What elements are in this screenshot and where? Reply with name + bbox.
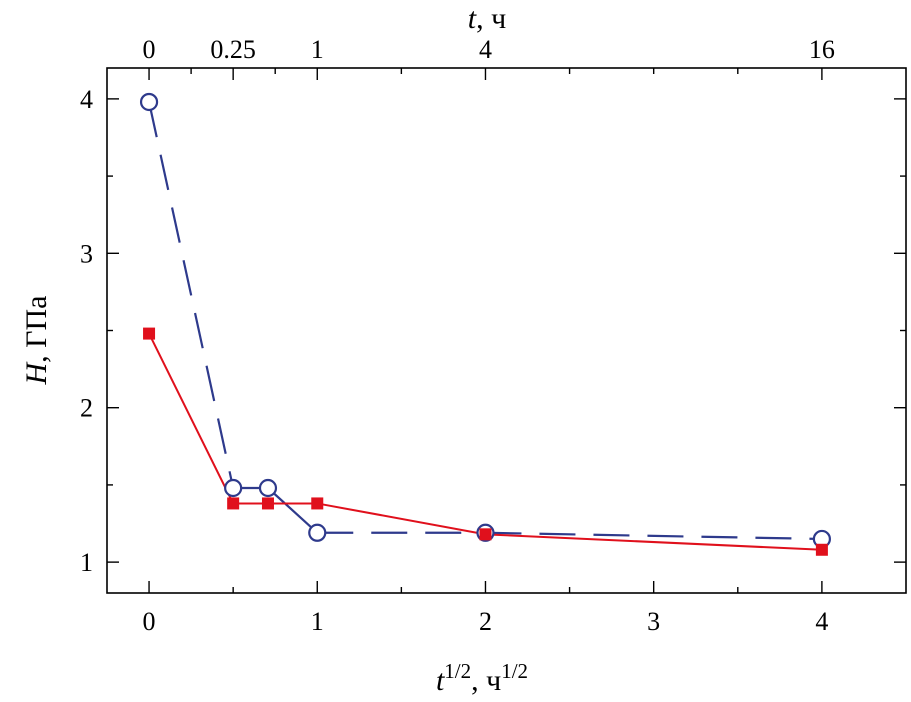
top-tick-label: 4 [479,35,492,64]
top-tick-label: 0.25 [210,35,256,64]
x-axis-title-unit-exp: 1/2 [501,659,528,683]
x-axis-title: t1/2, ч1/2 [436,659,528,697]
tick-labels: 0 1 2 3 4 0 0.25 1 4 16 1 2 3 4 [80,35,835,636]
series-red-point [311,497,324,510]
series-blue-point [258,478,278,498]
series-blue-line [147,101,235,489]
tick-marks [107,68,906,593]
series-blue-point [308,523,327,542]
series-red-point [261,497,274,510]
series-layer [139,92,831,556]
series-blue-point [224,478,243,498]
x-tick-label: 4 [815,607,828,636]
x-tick-label: 3 [647,607,660,636]
series-blue-line [485,531,822,541]
series-blue-point [139,92,159,112]
y-tick-label: 2 [80,394,93,423]
series-red-point [815,543,828,556]
top-axis-title-unit: , ч [476,2,506,35]
series-red-line [148,333,822,551]
x-axis-title-var: t [436,664,445,697]
x-axis-title-unit: , ч [471,664,501,697]
x-axis-title-exp: 1/2 [444,659,471,683]
plot-frame [106,67,907,594]
y-axis-title: H, ГПа [20,296,53,386]
x-tick-label: 2 [479,607,492,636]
y-tick-label: 4 [80,85,93,114]
y-tick-label: 1 [80,548,93,577]
series-blue-line [267,487,319,534]
x-tick-label: 0 [143,607,156,636]
top-tick-label: 1 [311,35,324,64]
top-axis-title: t, ч [468,2,506,35]
y-axis-title-var: H [20,361,53,386]
top-tick-label: 16 [809,35,835,64]
y-tick-label: 3 [80,239,93,268]
y-axis-title-unit: , ГПа [20,296,53,363]
x-tick-label: 1 [311,607,324,636]
top-tick-label: 0 [143,35,156,64]
series-red-point [143,327,156,340]
series-red-point [479,528,492,541]
top-axis-title-var: t [468,2,477,35]
series-red-point [227,497,240,510]
